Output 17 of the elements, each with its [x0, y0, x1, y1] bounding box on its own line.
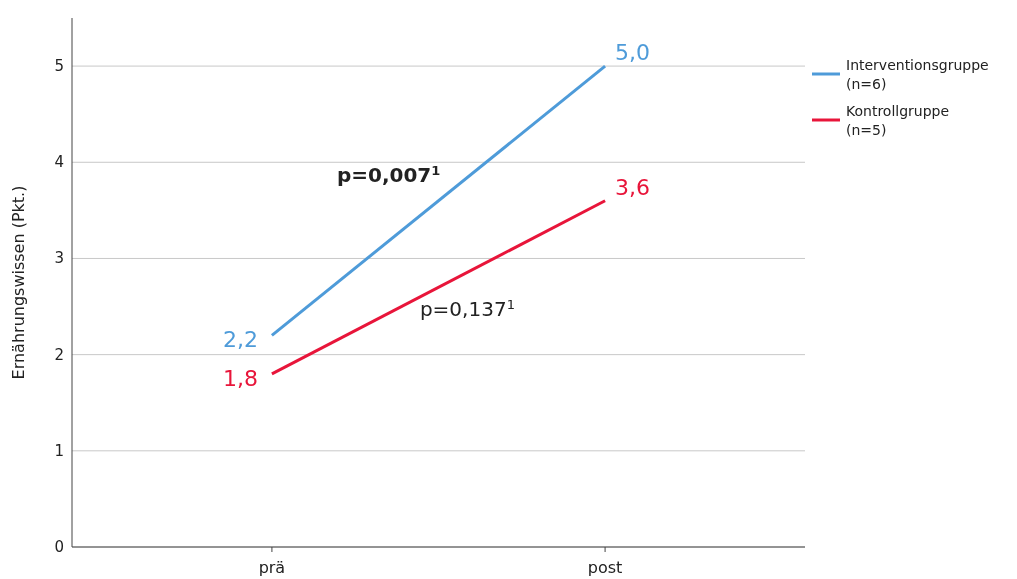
annotation: p=0,137$^{1}$: [419, 296, 515, 322]
y-axis-title: Ernährungswissen (Pkt.): [9, 185, 28, 380]
y-tick-label: 5: [54, 57, 64, 76]
data-label: 2,2: [222, 327, 258, 353]
y-tick-label: 4: [54, 153, 64, 172]
y-tick-label: 1: [54, 441, 64, 460]
x-tick-label: prä: [258, 558, 286, 577]
x-tick-label: post: [587, 558, 623, 577]
data-label: 1,8: [222, 365, 258, 391]
data-label: 5,0: [615, 40, 651, 66]
data-label: 3,6: [615, 174, 651, 200]
y-tick-label: 0: [54, 538, 64, 556]
y-tick-label: 2: [54, 345, 64, 364]
annotation: p=0,007$^{1}$: [336, 162, 441, 187]
legend-label: Interventionsgruppe (n=6): [846, 57, 989, 92]
y-tick-label: 3: [54, 249, 64, 268]
legend-label: Kontrollgruppe (n=5): [846, 103, 950, 138]
